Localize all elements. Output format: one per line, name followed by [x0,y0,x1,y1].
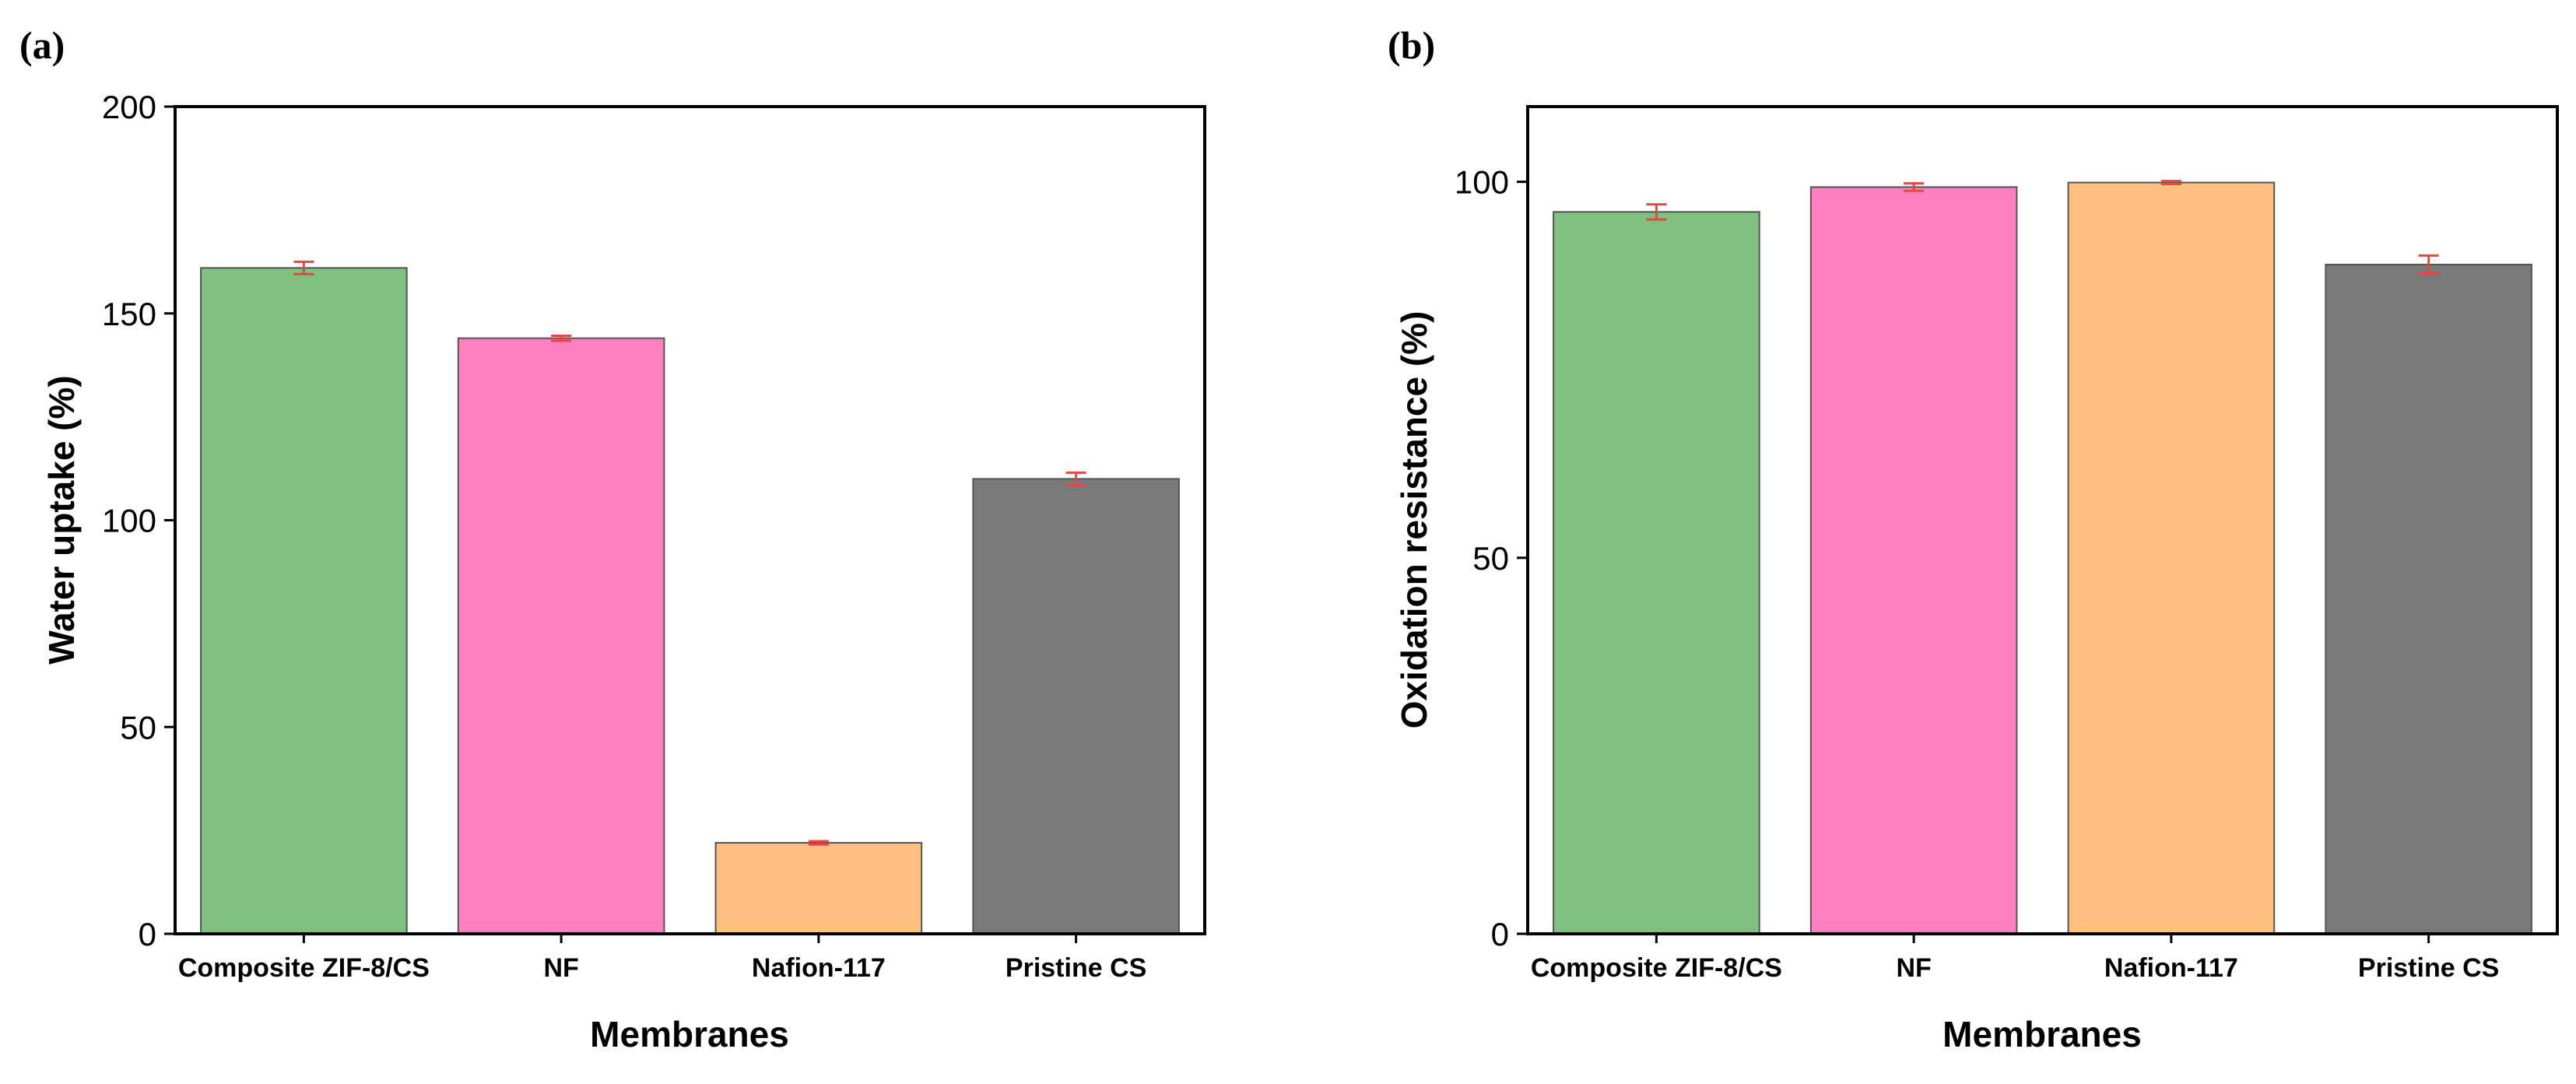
panel-a-x-tick-label-3: Pristine CS [1005,953,1146,983]
panel-a-x-tick-label-0: Composite ZIF-8/CS [178,953,430,983]
panel-b-x-tick-label-2: Nafion-117 [2104,953,2238,983]
panel-a-bar-2 [714,842,923,935]
panel-b-y-tick-label-2: 100 [1455,164,1509,201]
panel-a-y-tick-label-1: 50 [120,709,156,745]
panel-a-error-bar-1 [551,334,572,342]
panel-a-error-bar-0 [293,260,314,275]
panel-b-label: (b) [1388,23,1435,67]
panel-b-bar-2 [2067,181,2276,935]
panel-b-error-bar-3 [2418,254,2439,275]
panel-a-x-tick-label-1: NF [543,953,578,983]
panel-a-bar-1 [457,337,665,935]
panel-b-y-tick-label-0: 0 [1491,916,1509,952]
panel-a-plot-frame [174,105,1206,935]
panel-a-y-tick-label-3: 150 [102,296,156,332]
panel-a-y-axis-title: Water uptake (%) [41,375,82,664]
panel-b-error-bar-0 [1646,203,1667,221]
panel-a-y-tick-label-4: 200 [102,89,156,125]
panel-b-x-tick-label-0: Composite ZIF-8/CS [1531,953,1782,983]
panel-a-y-tick-label-0: 0 [139,916,156,952]
panel-a-error-bar-2 [808,840,829,846]
panel-b-y-tick-label-1: 50 [1472,540,1509,577]
panel-b-x-axis-title: Membranes [1943,1014,2142,1054]
panel-b-oxidation-resistance: (b) 0 50 100 Composite ZIF-8/CS NF Nafion-117… [1388,23,2559,1054]
panel-a-water-uptake: (a) 0 50 100 150 200 Composite ZIF-8/CS NF Nafi… [19,23,1206,1054]
panel-b-y-axis-title: Oxidation resistance (%) [1394,311,1434,729]
panel-b-x-tick-label-3: Pristine CS [2358,953,2499,983]
panel-a-bar-0 [200,267,408,935]
panel-a-bar-3 [972,478,1180,935]
panel-a-error-bar-3 [1065,471,1086,486]
panel-b-bar-3 [2325,263,2532,935]
panel-b-bar-0 [1553,211,1760,935]
panel-a-y-tick-label-2: 100 [102,503,156,539]
panel-a-x-tick-label-2: Nafion-117 [752,953,886,983]
panel-a-x-axis-title: Membranes [590,1014,789,1054]
panel-b-plot-frame [1526,105,2559,935]
panel-b-bar-1 [1809,186,2018,935]
panel-b-error-bar-2 [2160,180,2181,186]
panel-a-label: (a) [19,23,65,67]
panel-b-error-bar-1 [1904,182,1925,192]
panel-b-x-tick-label-1: NF [1896,953,1931,983]
